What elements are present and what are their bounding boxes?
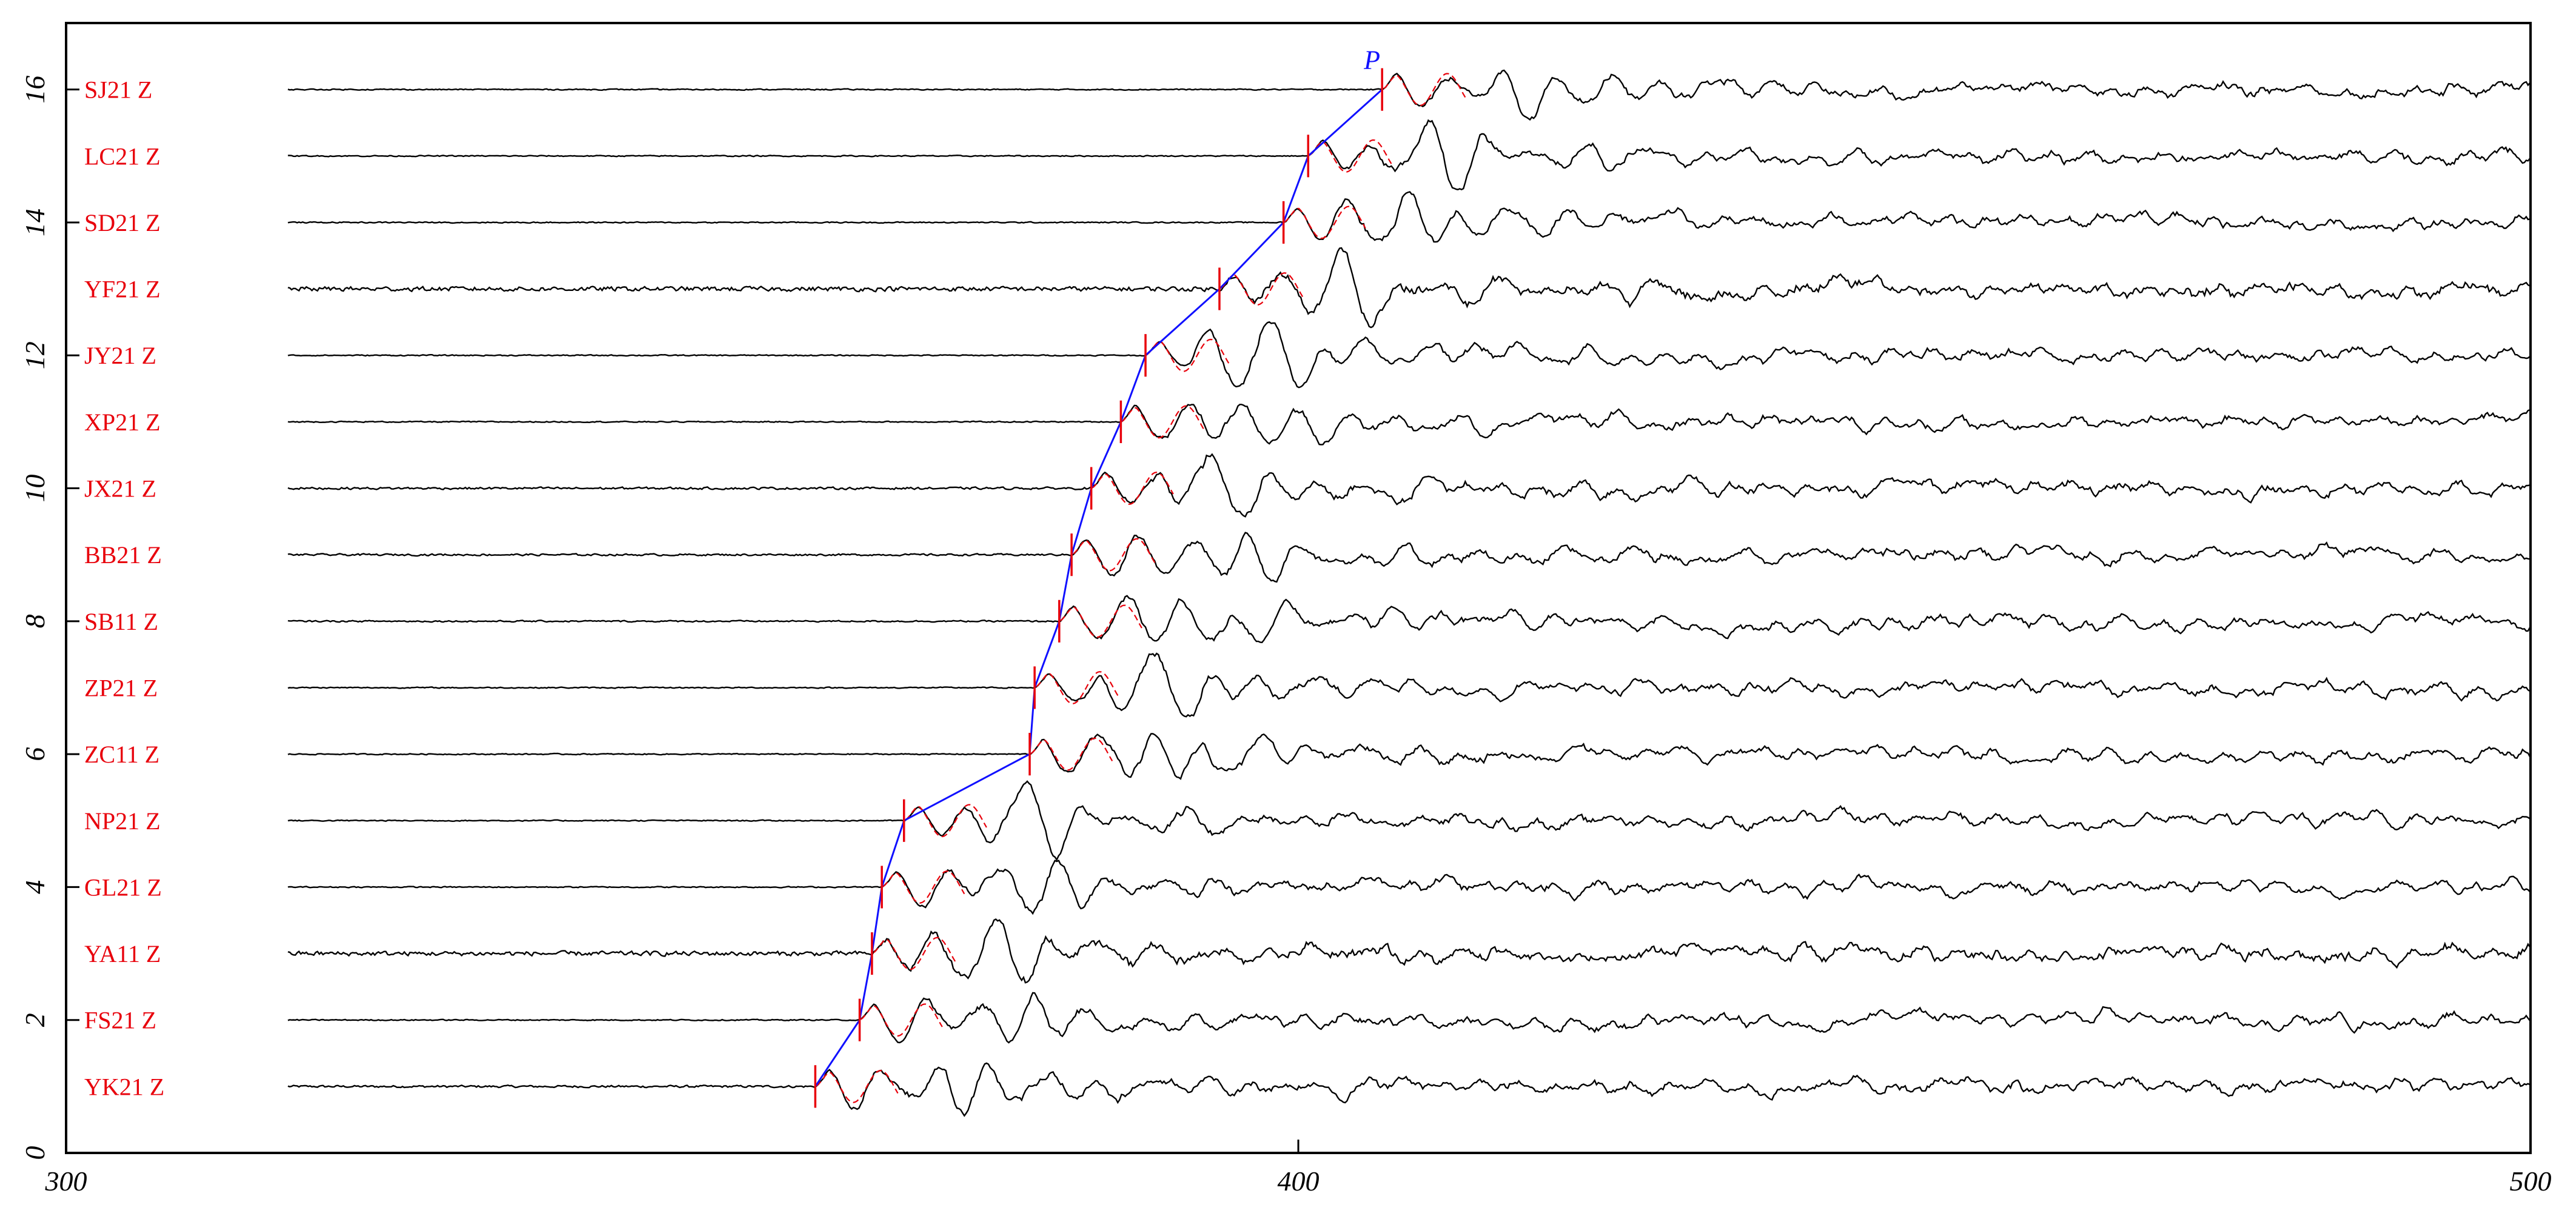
trace-lc21-z <box>287 119 2531 191</box>
traces-layer <box>287 69 2531 1117</box>
station-labels-layer: YK21 Z FS21 Z YA11 Z GL21 Z NP21 Z ZC11 Z ZP21… <box>84 76 164 1101</box>
station-label-0: YK21 Z <box>84 1073 164 1100</box>
y-tick-label-4: 8 <box>19 614 50 628</box>
y-tick-label-1: 2 <box>19 1013 50 1027</box>
station-label-6: ZP21 Z <box>84 674 158 701</box>
station-label-4: NP21 Z <box>84 807 161 835</box>
waveform-fit-0 <box>816 1069 899 1103</box>
waveform-fit-6 <box>1036 671 1119 704</box>
waveform-fit-13 <box>1284 205 1366 239</box>
trace-jx21-z <box>287 453 2531 518</box>
trace-zc11-z <box>287 733 2531 780</box>
x-tick-label-1: 400 <box>1278 1166 1320 1197</box>
y-tick-label-6: 12 <box>19 341 50 369</box>
waveform-fit-8 <box>1073 538 1156 572</box>
station-label-9: JX21 Z <box>84 475 156 503</box>
waveform-fit-10 <box>1121 405 1206 439</box>
phase-label: P <box>1363 45 1380 75</box>
station-label-1: FS21 Z <box>84 1007 156 1034</box>
waveform-fit-15 <box>1383 73 1466 107</box>
waveform-fit-5 <box>1030 737 1113 771</box>
y-tick-label-2: 4 <box>19 880 50 894</box>
trace-sd21-z <box>287 191 2531 243</box>
station-label-8: BB21 Z <box>84 541 162 569</box>
trace-sb11-z <box>287 595 2531 644</box>
trace-fs21-z <box>287 992 2531 1044</box>
station-label-7: SB11 Z <box>84 608 158 635</box>
waveform-fit-2 <box>873 937 956 970</box>
axis-ticks: 300 400 500 0 2 4 6 8 10 12 14 16 <box>19 76 2552 1197</box>
waveform-fit-4 <box>905 804 987 838</box>
trace-jy21-z <box>287 321 2531 389</box>
station-label-2: YA11 Z <box>84 940 161 967</box>
station-label-10: XP21 Z <box>84 409 161 436</box>
y-tick-label-8: 16 <box>19 76 50 104</box>
y-tick-label-3: 6 <box>19 747 50 761</box>
y-tick-label-0: 0 <box>19 1146 50 1160</box>
waveform-fit-3 <box>882 870 965 904</box>
trace-yk21-z <box>287 1062 2531 1117</box>
waveform-fit-12 <box>1221 272 1304 306</box>
station-label-11: JY21 Z <box>84 342 156 369</box>
x-tick-label-2: 500 <box>2510 1166 2552 1197</box>
waveform-fit-layer <box>816 73 1466 1103</box>
waveform-fit-1 <box>860 1003 943 1037</box>
travel-time-curve <box>814 89 1383 1087</box>
pick-markers-layer <box>814 68 1383 1108</box>
waveform-fit-7 <box>1060 604 1142 638</box>
x-tick-label-0: 300 <box>45 1166 87 1197</box>
station-label-5: ZC11 Z <box>84 741 159 768</box>
travel-time-curve-layer: P <box>814 45 1383 1087</box>
station-label-14: LC21 Z <box>84 142 161 170</box>
trace-np21-z <box>287 780 2531 861</box>
trace-bb21-z <box>287 532 2531 583</box>
trace-ya11-z <box>287 918 2531 984</box>
y-tick-label-7: 14 <box>19 209 50 236</box>
waveform-fit-9 <box>1092 472 1174 505</box>
plot-frame <box>65 22 2532 1154</box>
trace-yf21-z <box>287 247 2531 329</box>
y-tick-label-5: 10 <box>19 475 50 503</box>
station-label-13: SD21 Z <box>84 209 161 236</box>
trace-gl21-z <box>287 860 2531 915</box>
trace-zp21-z <box>287 652 2531 718</box>
station-label-15: SJ21 Z <box>84 76 152 104</box>
station-label-3: GL21 Z <box>84 873 162 901</box>
station-label-12: YF21 Z <box>84 276 161 303</box>
trace-xp21-z <box>287 404 2531 446</box>
